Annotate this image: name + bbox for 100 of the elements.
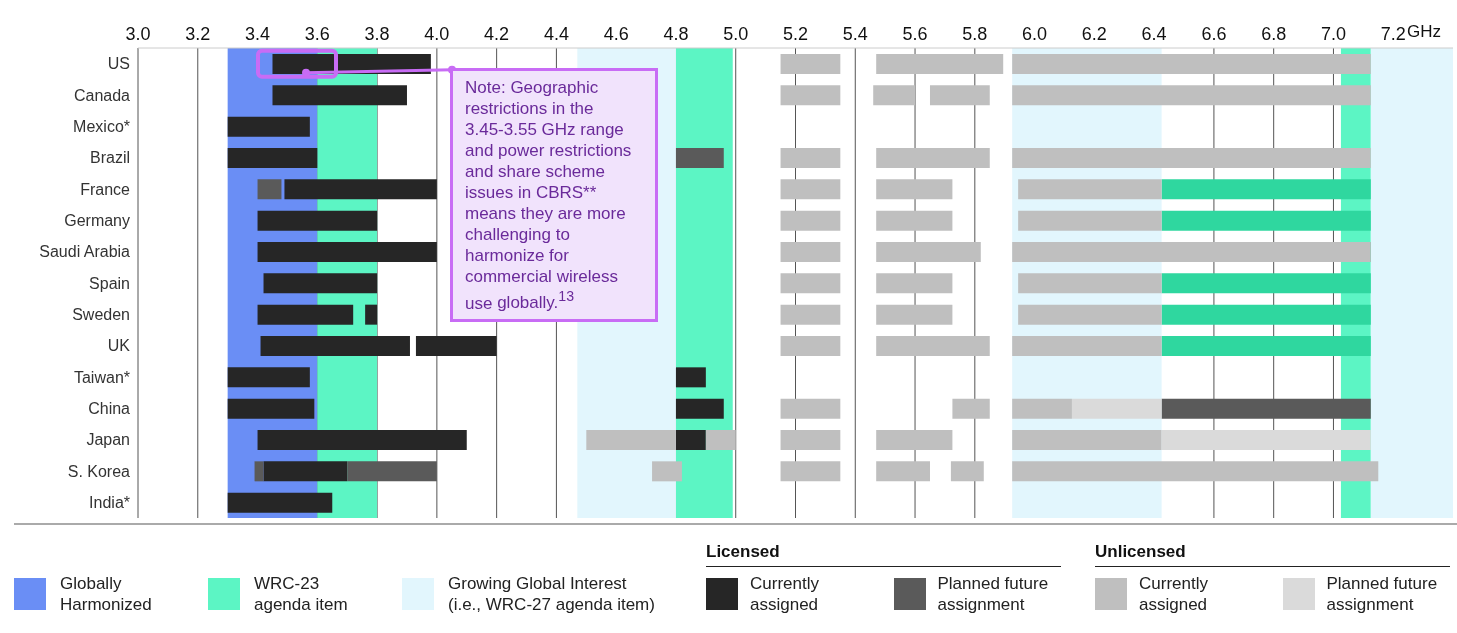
legend-label: Currently assigned: [750, 574, 819, 614]
x-tick-label: 5.8: [962, 24, 988, 44]
bar: [1161, 304, 1371, 325]
legend-label: WRC-23 agenda item: [254, 574, 348, 614]
bar: [257, 430, 467, 450]
x-tick-label: 6.4: [1141, 24, 1167, 44]
bar: [876, 242, 981, 262]
x-tick-label: 4.2: [484, 24, 510, 44]
y-tick-label: US: [107, 55, 130, 73]
bar: [876, 148, 990, 168]
y-tick-label: Spain: [89, 274, 130, 292]
x-tick-label: 3.8: [364, 24, 390, 44]
x-axis-title: GHz: [1407, 22, 1441, 41]
bar: [780, 461, 841, 482]
bar: [1012, 430, 1162, 450]
x-tick-label: 5.4: [842, 24, 868, 44]
bar: [263, 273, 378, 294]
bar: [876, 461, 930, 482]
bar: [780, 148, 841, 168]
legend-label: Planned future assignment: [937, 574, 1049, 614]
bar: [1012, 242, 1371, 262]
bar: [780, 398, 841, 419]
bar: [675, 367, 706, 388]
bar: [780, 336, 841, 356]
y-tick-label: France: [80, 180, 131, 198]
bar: [780, 430, 841, 450]
bar: [272, 85, 407, 106]
bar: [257, 304, 354, 325]
bar: [227, 148, 318, 168]
bar: [780, 304, 841, 325]
x-tick-label: 5.2: [782, 24, 809, 44]
bar: [1161, 210, 1371, 231]
x-tick-label: 4.4: [543, 24, 569, 44]
bar: [780, 54, 841, 74]
bar: [876, 304, 953, 325]
bar: [227, 116, 310, 137]
bar: [227, 367, 310, 388]
bar: [876, 179, 953, 200]
x-tick-label: 7.0: [1320, 24, 1346, 44]
bar: [254, 461, 264, 482]
legend-label: Growing Global Interest (i.e., WRC-27 agenda item): [448, 574, 655, 614]
x-tick-label: 5.6: [902, 24, 928, 44]
y-tick-label: Sweden: [72, 306, 130, 324]
bar: [227, 398, 315, 419]
bar: [227, 492, 333, 513]
legend-label: Currently assigned: [1139, 574, 1208, 614]
y-tick-label: Germany: [64, 212, 130, 230]
text: Licensed: [706, 542, 780, 561]
bar: [675, 148, 724, 168]
y-tick-label: S. Korea: [67, 462, 131, 480]
bar: [780, 273, 841, 294]
legend-label: Planned future assignment: [1326, 574, 1438, 614]
y-tick-label: India*: [89, 494, 130, 512]
x-tick-label: 3.0: [125, 24, 151, 44]
bar: [1012, 461, 1379, 482]
y-tick-label: Canada: [73, 86, 131, 104]
y-tick-label: Saudi Arabia: [39, 243, 131, 261]
bar: [1012, 85, 1371, 106]
bar: [1018, 210, 1162, 231]
bar: [257, 179, 282, 200]
bar: [780, 85, 841, 106]
bar: [1161, 273, 1371, 294]
legend-label: Globally Harmonized: [60, 574, 152, 614]
x-tick-label: 5.0: [723, 24, 749, 44]
bar: [873, 85, 916, 106]
bar: [675, 430, 706, 450]
x-tick-label: 4.0: [424, 24, 450, 44]
bar: [652, 461, 682, 482]
bar: [952, 398, 990, 419]
bar: [929, 85, 990, 106]
x-tick-label: 3.6: [304, 24, 330, 44]
bar: [263, 461, 348, 482]
bar: [1018, 179, 1162, 200]
x-tick-label: 6.2: [1081, 24, 1107, 44]
bar: [876, 336, 990, 356]
bar: [780, 210, 841, 231]
text: Unlicensed: [1095, 542, 1186, 561]
x-tick-label: 3.2: [185, 24, 211, 44]
bar: [586, 430, 676, 450]
x-tick-label: 3.4: [245, 24, 271, 44]
bar: [1012, 54, 1371, 74]
bar: [415, 336, 497, 356]
bar: [780, 242, 841, 262]
bar: [675, 398, 724, 419]
bar: [705, 430, 736, 450]
y-tick-label: Brazil: [89, 149, 130, 167]
bar: [1012, 148, 1371, 168]
x-tick-label: 6.0: [1022, 24, 1048, 44]
bar: [260, 336, 410, 356]
x-tick-label: 7.2: [1380, 24, 1406, 44]
bar: [1012, 398, 1072, 419]
bar: [284, 179, 437, 200]
y-tick-label: UK: [107, 337, 131, 355]
bar: [1018, 304, 1162, 325]
bar: [876, 430, 953, 450]
bar: [257, 242, 437, 262]
bar: [1018, 273, 1162, 294]
bar: [1012, 336, 1162, 356]
x-tick-label: 6.8: [1261, 24, 1287, 44]
y-tick-label: Japan: [86, 431, 130, 449]
